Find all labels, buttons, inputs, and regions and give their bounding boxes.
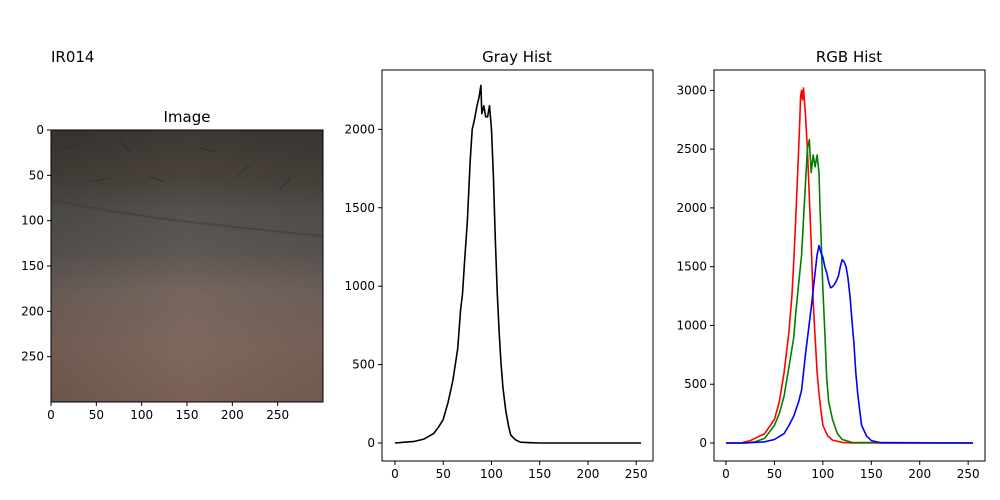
y-tick-label: 50 [29,168,44,182]
x-tick-label: 200 [576,467,599,481]
rgb-hist-title: RGB Hist [816,48,882,66]
y-tick-label: 200 [21,304,44,318]
x-tick-label: 250 [266,408,289,422]
x-tick-label: 50 [89,408,104,422]
x-tick-label: 50 [767,467,782,481]
x-tick-label: 200 [221,408,244,422]
rgb-hist-line-0 [726,87,973,444]
image-y-ticks: 0 50 100 150 200 250 [21,123,51,364]
y-tick-label: 100 [21,214,44,228]
y-tick-label: 0 [36,123,44,137]
y-tick-label: 2000 [676,201,707,215]
x-tick-label: 150 [176,408,199,422]
x-tick-label: 250 [625,467,648,481]
y-tick-label: 1000 [344,279,375,293]
y-tick-label: 250 [21,350,44,364]
x-tick-label: 100 [811,467,834,481]
rgb-hist-panel: RGB Hist 0 50 100 150 200 250 0 500 1000 1500 200… [676,48,986,481]
y-tick-label: 500 [684,377,707,391]
x-tick-label: 200 [908,467,931,481]
y-tick-label: 0 [699,436,707,450]
x-tick-label: 150 [528,467,551,481]
rgb-hist-line-2 [726,244,974,444]
y-tick-label: 1500 [344,201,375,215]
y-tick-label: 0 [367,436,375,450]
gray-hist-series [394,84,641,444]
skin-image-crease [50,199,324,237]
image-panel: Image 0 50 100 150 200 250 0 50 100 150 200 250 [21,108,324,422]
y-tick-label: 500 [352,358,375,372]
y-tick-label: 150 [21,259,44,273]
x-tick-label: 50 [436,467,451,481]
skin-image-hair [59,139,291,191]
x-tick-label: 250 [957,467,980,481]
x-tick-label: 0 [391,467,399,481]
x-tick-label: 100 [480,467,503,481]
rgb-hist-x-ticks: 0 50 100 150 200 250 [722,461,980,481]
gray-hist-panel: Gray Hist 0 50 100 150 200 250 0 500 1000 1500 20… [344,48,654,481]
y-tick-label: 2000 [344,122,375,136]
x-tick-label: 150 [860,467,883,481]
y-tick-label: 3000 [676,83,707,97]
rgb-hist-frame [713,69,986,462]
rgb-hist-series [726,87,974,444]
image-panel-title: Image [164,108,211,126]
gray-hist-y-ticks: 0 500 1000 1500 2000 [344,122,382,450]
y-tick-label: 1500 [676,260,707,274]
x-tick-label: 100 [130,408,153,422]
image-x-ticks: 0 50 100 150 200 250 [47,402,289,422]
figure-title: IR014 [51,48,95,66]
gray-hist-line-0 [394,84,641,444]
skin-image-shading [51,130,323,402]
rgb-hist-line-1 [726,138,974,444]
gray-hist-title: Gray Hist [482,48,552,66]
x-tick-label: 0 [47,408,55,422]
gray-hist-frame [381,69,654,462]
rgb-hist-y-ticks: 0 500 1000 1500 2000 2500 3000 [676,83,714,450]
gray-hist-x-ticks: 0 50 100 150 200 250 [391,461,648,481]
y-tick-label: 1000 [676,318,707,332]
x-tick-label: 0 [722,467,730,481]
y-tick-label: 2500 [676,142,707,156]
